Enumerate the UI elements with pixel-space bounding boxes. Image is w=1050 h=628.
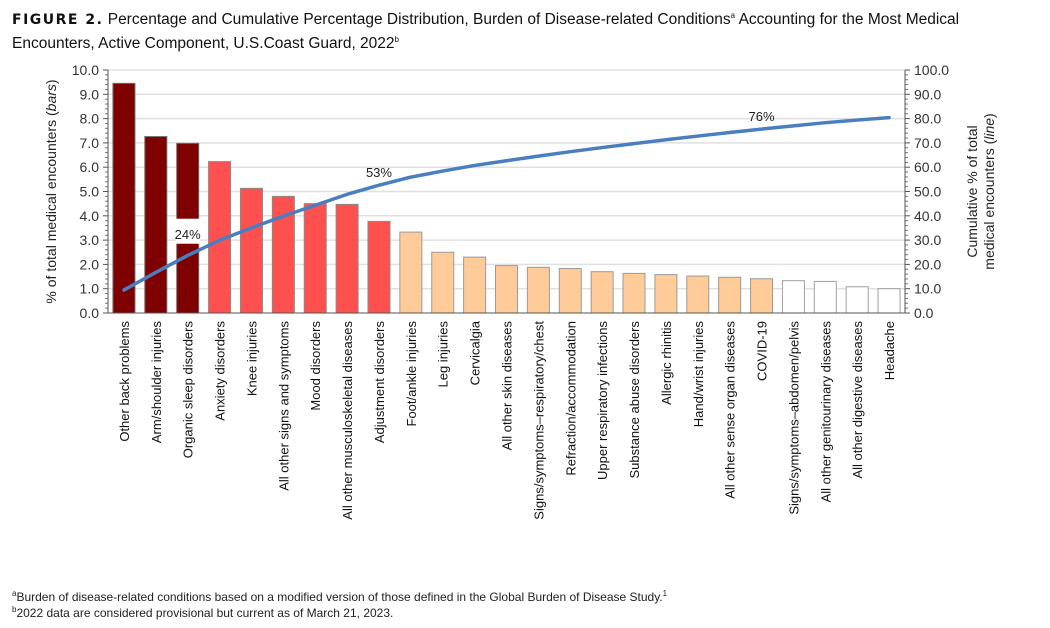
axis-title-part: bars bbox=[43, 84, 59, 111]
x-tick-label: Cervicalgia bbox=[468, 320, 483, 385]
y-right-tick-label: 70.0 bbox=[914, 135, 941, 151]
y-left-tick-label: 8.0 bbox=[80, 111, 100, 127]
bar bbox=[303, 203, 327, 314]
y-left-tick-label: 0.0 bbox=[80, 305, 100, 321]
x-tick-label: Headache bbox=[882, 321, 897, 380]
bar bbox=[495, 265, 518, 314]
bar bbox=[463, 256, 487, 314]
y-right-tick-label: 40.0 bbox=[914, 208, 941, 224]
bar bbox=[686, 275, 710, 314]
axis-title-part: ) bbox=[981, 113, 997, 118]
x-tick-label: All other musculoskeletal diseases bbox=[340, 321, 355, 520]
bar bbox=[813, 280, 837, 314]
x-tick-label: Other back problems bbox=[117, 321, 132, 442]
axis-title-part: line bbox=[981, 118, 997, 140]
footnote-b: b2022 data are considered provisional bu… bbox=[12, 605, 393, 620]
bar bbox=[335, 203, 359, 314]
title-text: Percentage and Cumulative Percentage Dis… bbox=[103, 11, 731, 29]
x-tick-label: Organic sleep disorders bbox=[181, 321, 196, 459]
x-tick-label: Allergic rhinitis bbox=[659, 321, 674, 405]
y-left-tick-label: 5.0 bbox=[80, 184, 100, 200]
bar bbox=[367, 220, 391, 314]
x-tick-label: Refraction/accommodation bbox=[563, 321, 578, 476]
bar bbox=[845, 286, 869, 314]
x-tick-label: All other skin diseases bbox=[500, 321, 515, 451]
title-text: Accounting for the Most Medical Encounte… bbox=[12, 11, 960, 53]
bar bbox=[558, 268, 582, 314]
data-label: 76% bbox=[749, 109, 775, 124]
y-left-tick-label: 1.0 bbox=[80, 281, 100, 297]
x-tick-label: COVID-19 bbox=[755, 321, 770, 381]
y-right-axis-title-line1: Cumulative % of total bbox=[964, 125, 980, 257]
x-tick-label: Foot/ankle injuries bbox=[404, 321, 419, 427]
footnote-marker: a bbox=[730, 11, 736, 20]
axis-title-part: % of total medical encounters ( bbox=[43, 111, 59, 304]
y-left-tick-label: 2.0 bbox=[80, 256, 100, 272]
y-left-axis-title: % of total medical encounters (bars) bbox=[43, 79, 59, 303]
axis-title-part: medical encounters ( bbox=[981, 139, 997, 269]
bar bbox=[622, 272, 646, 314]
footnote-text: 2022 data are considered provisional but… bbox=[16, 606, 394, 620]
x-tick-label: Signs/symptoms–abdomen/pelvis bbox=[786, 321, 801, 515]
x-tick-label: Arm/shoulder injuries bbox=[149, 321, 164, 444]
y-right-axis-title-line2: medical encounters (line) bbox=[981, 113, 997, 269]
bar bbox=[877, 288, 901, 314]
y-right-tick-label: 50.0 bbox=[914, 184, 941, 200]
label-background bbox=[175, 218, 200, 244]
y-right-tick-label: 90.0 bbox=[914, 86, 941, 102]
bar bbox=[654, 274, 678, 314]
footnote-marker: b bbox=[394, 35, 399, 45]
y-right-tick-label: 20.0 bbox=[914, 256, 941, 272]
x-tick-label: Leg injuries bbox=[436, 321, 451, 388]
y-right-tick-label: 80.0 bbox=[914, 111, 941, 127]
y-right-tick-label: 100.0 bbox=[914, 62, 949, 78]
data-label: 24% bbox=[175, 227, 201, 242]
x-tick-label: Hand/wrist injuries bbox=[691, 321, 706, 428]
x-tick-label: Upper respiratory infections bbox=[595, 321, 610, 480]
y-right-tick-label: 0.0 bbox=[914, 305, 934, 321]
bar bbox=[526, 266, 550, 314]
y-right-tick-label: 10.0 bbox=[914, 281, 941, 297]
x-tick-label: Substance abuse disorders bbox=[627, 321, 642, 479]
y-left-tick-label: 7.0 bbox=[80, 135, 100, 151]
figure-title: FIGURE 2. Percentage and Cumulative Perc… bbox=[12, 6, 1042, 54]
bar bbox=[590, 271, 614, 314]
x-tick-label: Knee injuries bbox=[244, 321, 259, 397]
y-left-tick-label: 3.0 bbox=[80, 232, 100, 248]
x-tick-label: All other genitourinary diseases bbox=[818, 321, 833, 503]
y-left-tick-label: 10.0 bbox=[72, 62, 99, 78]
y-right-tick-label: 30.0 bbox=[914, 232, 941, 248]
bar bbox=[718, 276, 742, 314]
x-tick-label: Mood disorders bbox=[308, 321, 323, 411]
bar bbox=[781, 280, 805, 314]
y-left-tick-label: 6.0 bbox=[80, 159, 100, 175]
bar bbox=[750, 278, 774, 314]
x-tick-label: All other sense organ diseases bbox=[723, 321, 738, 499]
footnote-text: Burden of disease-related conditions bas… bbox=[16, 590, 663, 604]
bar bbox=[431, 251, 455, 314]
x-tick-label: All other signs and symptoms bbox=[276, 321, 291, 491]
figure-label: FIGURE 2. bbox=[12, 12, 104, 29]
axis-title-part: ) bbox=[43, 79, 59, 84]
footnote-mark: a bbox=[12, 589, 17, 598]
footnote-a: aBurden of disease-related conditions ba… bbox=[12, 589, 667, 604]
x-tick-label: Adjustment disorders bbox=[372, 321, 387, 444]
y-left-tick-label: 4.0 bbox=[80, 208, 100, 224]
x-tick-label: Signs/symptoms–respiratory/chest bbox=[531, 321, 546, 520]
y-right-tick-label: 60.0 bbox=[914, 159, 941, 175]
bar bbox=[239, 187, 263, 314]
footnote-mark: b bbox=[12, 605, 17, 614]
bar bbox=[144, 136, 168, 314]
x-tick-label: Anxiety disorders bbox=[213, 321, 228, 421]
x-tick-label: All other digestive diseases bbox=[850, 321, 865, 479]
y-left-tick-label: 9.0 bbox=[80, 86, 100, 102]
data-label: 53% bbox=[366, 165, 392, 180]
reference-mark: 1 bbox=[662, 589, 668, 598]
cumulative-line bbox=[122, 115, 891, 292]
bar bbox=[399, 231, 423, 314]
bar bbox=[112, 82, 136, 314]
